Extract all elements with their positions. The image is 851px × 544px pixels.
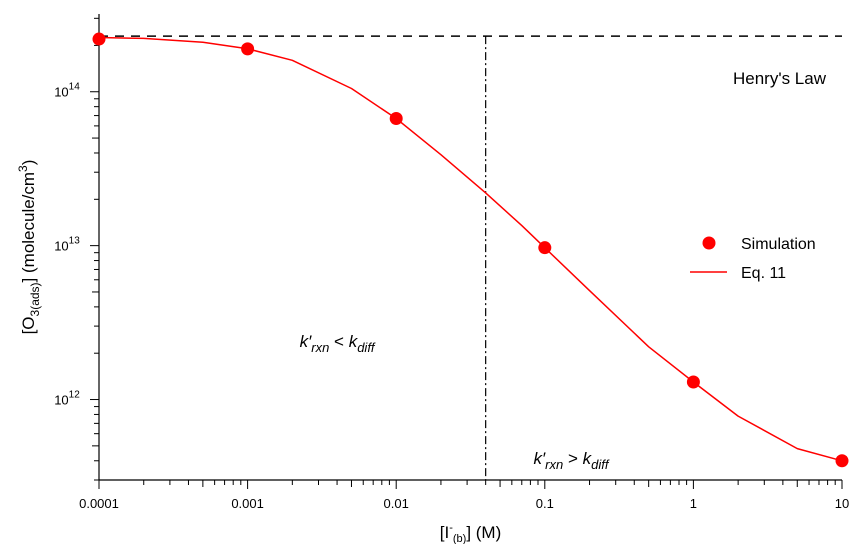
simulation-point	[686, 375, 700, 389]
y-tick-label: 1014	[54, 82, 80, 100]
henry-law-label: Henry's Law	[733, 69, 827, 88]
x-tick-label: 1	[690, 496, 697, 511]
reference-lines: Henry's Law	[99, 35, 842, 480]
x-axis-title: [I-(b)] (M)	[440, 522, 502, 544]
x-tick-label: 0.1	[536, 496, 554, 511]
annotation-rxn-greater-than-diff: k′rxn > kdiff	[533, 449, 609, 472]
simulation-point	[389, 112, 403, 126]
x-tick-label: 0.01	[384, 496, 409, 511]
x-tick-label: 0.0001	[79, 496, 119, 511]
x-tick-label: 0.001	[231, 496, 264, 511]
annotation-rxn-less-than-diff: k′rxn < kdiff	[300, 332, 376, 355]
eq11-fit-line	[98, 36, 843, 462]
simulation-point	[92, 32, 106, 46]
legend: Simulation Eq. 11	[690, 236, 816, 282]
y-axis-title: [O3(ads)] (molecule/cm3)	[16, 160, 42, 335]
legend-label: Eq. 11	[741, 265, 786, 282]
x-tick-label: 10	[835, 496, 849, 511]
y-tick-label: 1012	[54, 390, 80, 408]
legend-label: Simulation	[741, 236, 816, 253]
simulation-point	[835, 454, 849, 468]
y-tick-label: 1013	[54, 236, 80, 254]
simulation-point	[538, 241, 552, 255]
legend-marker-simulation	[702, 236, 716, 250]
series-layer	[92, 32, 849, 468]
annotations: k′rxn < kdiff k′rxn > kdiff	[300, 332, 610, 472]
simulation-point	[241, 42, 255, 56]
axes: 0.0001 0.001 0.01 0.1 1 10 1012 1013 1014 [I-(b)]…	[16, 14, 849, 544]
